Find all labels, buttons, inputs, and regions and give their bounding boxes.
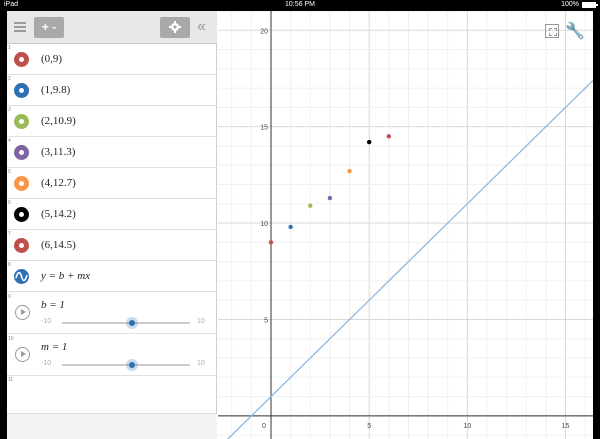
- slider-track[interactable]: [62, 359, 190, 371]
- expression-toolbar: + - «: [7, 11, 217, 44]
- x-tick-label: 0: [262, 423, 266, 430]
- expression-row-point[interactable]: 1 (0,9): [7, 44, 217, 75]
- slider-row-m: 10 m = 1 -10 10: [7, 335, 217, 376]
- slider-label[interactable]: m = 1: [41, 341, 68, 353]
- settings-button[interactable]: [160, 17, 190, 38]
- expression-row-point[interactable]: 4 (3,11.3): [7, 137, 217, 168]
- data-point[interactable]: [327, 195, 333, 201]
- y-tick-label: 15: [260, 125, 268, 132]
- panel-footer: [7, 414, 217, 439]
- point-color-icon[interactable]: [14, 207, 29, 222]
- expression-panel: + - « 1 (0,9) 2 (1,9.8) 3 (2,10.9) 4 (3,11.3) 5 (…: [7, 11, 217, 439]
- expression-text[interactable]: (6,14.5): [41, 239, 76, 251]
- regression-line[interactable]: [218, 79, 594, 439]
- expression-row-point[interactable]: 7 (6,14.5): [7, 230, 217, 261]
- battery-icon: [582, 1, 598, 8]
- wave-icon[interactable]: [14, 269, 29, 284]
- wrench-icon[interactable]: 🔧: [565, 23, 585, 40]
- expression-text[interactable]: (0,9): [41, 53, 63, 65]
- row-number: 3: [8, 107, 11, 113]
- menu-icon[interactable]: [14, 22, 26, 32]
- battery-status: 100%: [561, 1, 598, 8]
- row-number: 5: [8, 169, 11, 175]
- gear-icon: [169, 21, 181, 33]
- expression-text[interactable]: (5,14.2): [41, 208, 76, 220]
- data-point[interactable]: [288, 224, 293, 230]
- expression-row-equation[interactable]: 8 y = b + mx: [7, 261, 217, 292]
- expression-text[interactable]: y = b + mx: [41, 270, 91, 282]
- device-label: iPad: [4, 1, 19, 8]
- row-number: 4: [8, 138, 11, 144]
- graph-paper[interactable]: 0 5 10 15 5 10 15 20 🔧: [218, 10, 594, 439]
- expression-row-point[interactable]: 6 (5,14.2): [7, 199, 217, 230]
- y-tick-label: 10: [260, 221, 268, 228]
- slider-max[interactable]: 10: [197, 318, 205, 325]
- row-number: 6: [8, 200, 11, 206]
- row-number: 11: [8, 377, 14, 383]
- point-color-icon[interactable]: [14, 52, 29, 67]
- play-icon[interactable]: [15, 305, 30, 320]
- y-tick-label: 20: [260, 28, 268, 35]
- slider-thumb[interactable]: [126, 317, 139, 329]
- expression-text[interactable]: (2,10.9): [41, 115, 76, 127]
- slider-row-b: 9 b = 1 -10 10: [7, 293, 217, 334]
- x-tick-label: 10: [463, 423, 471, 430]
- slider-thumb[interactable]: [126, 359, 139, 371]
- expression-text[interactable]: (3,11.3): [41, 146, 76, 158]
- expression-text[interactable]: (1,9.8): [41, 84, 71, 96]
- new-expression-row[interactable]: 11: [7, 376, 217, 414]
- slider-min[interactable]: -10: [41, 360, 52, 367]
- x-tick-label: 5: [367, 423, 371, 430]
- data-point[interactable]: [386, 134, 392, 139]
- collapse-panel-icon[interactable]: «: [197, 18, 206, 35]
- data-point[interactable]: [366, 139, 372, 145]
- expression-row-point[interactable]: 2 (1,9.8): [7, 75, 217, 106]
- calculator-app: + - « 1 (0,9) 2 (1,9.8) 3 (2,10.9) 4 (3,11.3) 5 (…: [7, 10, 594, 439]
- slider-track[interactable]: [62, 317, 190, 329]
- row-number: 9: [8, 294, 11, 300]
- point-color-icon[interactable]: [14, 238, 29, 253]
- point-color-icon[interactable]: [14, 83, 29, 98]
- clock: 10:56 PM: [285, 1, 315, 8]
- graph-canvas[interactable]: 0 5 10 15 5 10 15 20: [218, 10, 594, 439]
- row-number: 1: [8, 45, 11, 51]
- data-point[interactable]: [347, 168, 352, 174]
- play-icon[interactable]: [15, 347, 30, 362]
- data-point[interactable]: [268, 240, 274, 245]
- add-expression-button[interactable]: + -: [34, 17, 64, 38]
- battery-percent: 100%: [561, 1, 579, 8]
- y-tick-label: 5: [264, 317, 268, 324]
- status-bar: iPad 10:56 PM 100%: [0, 0, 600, 11]
- row-number: 10: [8, 336, 14, 342]
- slider-max[interactable]: 10: [197, 360, 205, 367]
- row-number: 8: [8, 262, 11, 268]
- slider-min[interactable]: -10: [41, 318, 52, 325]
- point-color-icon[interactable]: [14, 176, 29, 191]
- point-color-icon[interactable]: [14, 114, 29, 129]
- x-tick-label: 15: [562, 423, 570, 430]
- slider-label[interactable]: b = 1: [41, 299, 65, 311]
- expression-text[interactable]: (4,12.7): [41, 177, 76, 189]
- expression-row-point[interactable]: 3 (2,10.9): [7, 106, 217, 137]
- data-point[interactable]: [308, 203, 313, 208]
- row-number: 2: [8, 76, 11, 82]
- zoom-fit-icon[interactable]: [545, 24, 559, 38]
- expression-row-point[interactable]: 5 (4,12.7): [7, 168, 217, 199]
- point-color-icon[interactable]: [14, 145, 29, 160]
- row-number: 7: [8, 231, 11, 237]
